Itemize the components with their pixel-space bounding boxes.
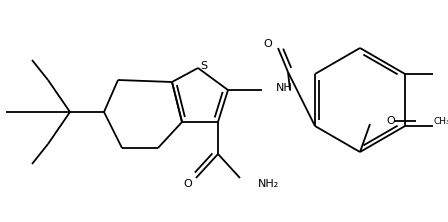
Text: CH₃: CH₃ — [434, 117, 448, 125]
Text: S: S — [200, 61, 207, 71]
Text: NH: NH — [276, 83, 293, 93]
Text: O: O — [263, 39, 272, 49]
Text: NH₂: NH₂ — [258, 179, 279, 189]
Text: O: O — [184, 179, 192, 189]
Text: O: O — [386, 116, 395, 126]
